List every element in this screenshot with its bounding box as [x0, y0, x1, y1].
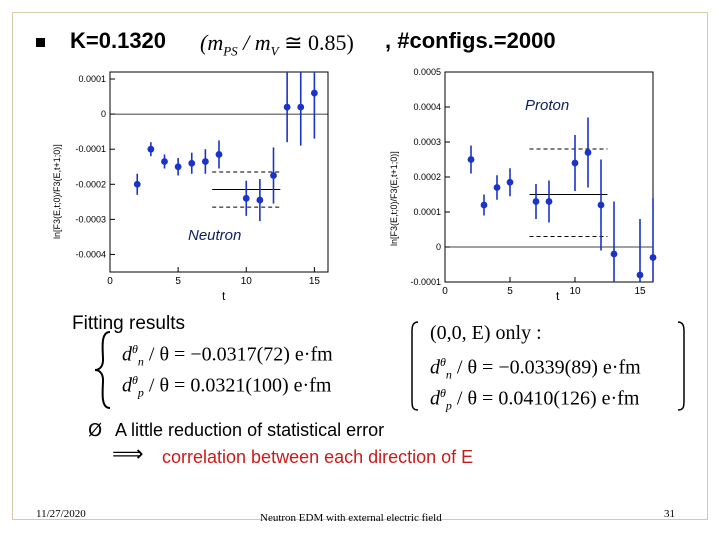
proton-xtick-label: 10 [569, 286, 581, 297]
slide-frame [12, 12, 708, 520]
fitting-results-label: Fitting results [72, 313, 185, 334]
footer-date: 11/27/2020 [36, 508, 86, 520]
left-brace-icon [94, 331, 111, 409]
proton-xtick-label: 0 [442, 286, 448, 297]
proton-ytick-label: 0.0005 [413, 67, 441, 77]
neutron-data-point [174, 163, 182, 171]
neutron-data-point [161, 158, 168, 165]
neutron-data-point [147, 145, 155, 153]
note-line-1: A little reduction of statistical error [115, 420, 385, 440]
e-only-bracket-box [411, 321, 685, 411]
mass-ratio-formula: (mPS / mV ≅ 0.85) [200, 30, 354, 59]
proton-ylabel: ln[F3(E,t;0)/F3(E,t+1;0)] [389, 151, 399, 246]
neutron-data-point [215, 151, 223, 158]
proton-ytick-label: 0.0003 [413, 137, 441, 147]
proton-title: Proton [525, 97, 569, 114]
proton-chart: ln[F3(E,t;0)/F3(E,t+1;0)] 0.0005 0.0004 0.… [389, 67, 657, 302]
proton-ytick-label: 0.0004 [413, 102, 441, 112]
footer-title: Neutron EDM with external electric field [260, 512, 442, 524]
proton-xtick-label: 15 [634, 286, 646, 297]
neutron-data-point [201, 158, 209, 165]
neutron-data-point [188, 159, 196, 167]
proton-data-point [467, 156, 475, 163]
proton-xlabel: t [556, 289, 560, 302]
proton-data-point [597, 201, 605, 209]
proton-data-point [610, 250, 618, 258]
neutron-plot-frame [109, 71, 329, 273]
proton-data-point [545, 198, 553, 205]
k-value-label: K=0.1320 [70, 28, 167, 53]
neutron-title: Neutron [188, 227, 241, 244]
neutron-chart: ln[F3(E,t;0)/F3(E,t+1;0)] 0.0001 0 -0.0001… [52, 71, 329, 302]
e-only-label: (0,0, E) only : [430, 322, 542, 344]
neutron-xtick-label: 15 [309, 276, 321, 287]
proton-ytick-label: -0.0001 [410, 277, 441, 287]
neutron-xtick-label: 5 [175, 276, 181, 287]
proton-data-point [584, 149, 592, 156]
neutron-ytick-label: -0.0001 [75, 144, 106, 154]
neutron-data-point [297, 103, 305, 111]
configs-label: , #configs.=2000 [385, 28, 556, 53]
neutron-ylabel: ln[F3(E,t;0)/F3(E,t+1;0)] [52, 144, 62, 239]
implies-arrow-icon: ⟹ [112, 442, 144, 467]
neutron-data-point [242, 194, 250, 202]
neutron-ytick-label: -0.0003 [75, 214, 106, 224]
proton-data-point [571, 159, 579, 167]
e-only-neutron-equation: dθn / θ = −0.0339(89) e·fm [430, 355, 641, 382]
neutron-xtick-label: 10 [241, 276, 253, 287]
proton-ytick-label: 0.0002 [413, 172, 441, 182]
arrow-bullet-icon: Ø [88, 420, 103, 441]
proton-data-point [506, 178, 514, 186]
neutron-xlabel: t [222, 289, 226, 302]
neutron-data-point [283, 103, 291, 111]
neutron-data-point [310, 89, 318, 97]
proton-ytick-label: 0 [436, 242, 441, 252]
neutron-ytick-label: 0 [101, 109, 106, 119]
square-bullet-icon [36, 38, 45, 47]
note-line-2: correlation between each direction of E [162, 447, 474, 467]
proton-data-point [532, 198, 540, 205]
footer-page-number: 31 [664, 508, 675, 520]
proton-data-point [649, 254, 657, 261]
proton-data-point [493, 184, 501, 191]
proton-data-point [480, 201, 488, 209]
proton-ytick-label: 0.0001 [413, 207, 441, 217]
neutron-ytick-label: -0.0004 [75, 249, 106, 259]
neutron-ytick-label: 0.0001 [78, 74, 106, 84]
proton-data-point [636, 271, 644, 279]
neutron-xtick-label: 0 [107, 276, 113, 287]
neutron-data-point [133, 180, 141, 188]
neutron-data-point [270, 172, 277, 179]
neutron-edm-equation: dθn / θ = −0.0317(72) e·fm [122, 342, 333, 369]
neutron-data-point [256, 196, 264, 204]
neutron-ytick-label: -0.0002 [75, 179, 106, 189]
e-only-proton-equation: dθp / θ = 0.0410(126) e·fm [430, 386, 640, 413]
proton-xtick-label: 5 [507, 286, 513, 297]
proton-edm-equation: dθp / θ = 0.0321(100) e·fm [122, 373, 332, 400]
